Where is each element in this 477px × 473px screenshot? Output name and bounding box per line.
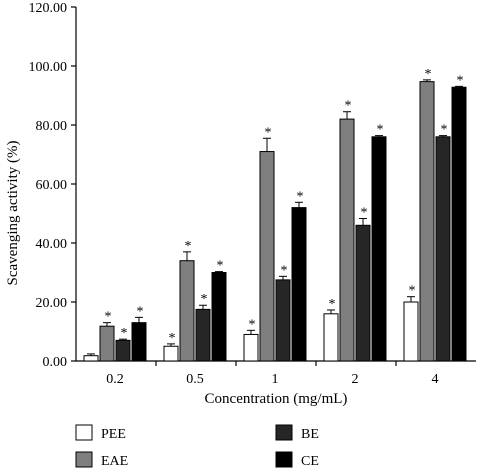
bar-ce-2	[371, 136, 387, 362]
x-tick-label: 4	[432, 372, 439, 387]
bar-be-0.2	[115, 339, 131, 362]
legend-swatch-ce	[275, 451, 293, 468]
legend-label-eae: EAE	[101, 454, 128, 469]
legend-swatch-be	[275, 424, 293, 441]
significance-marker: *	[441, 123, 448, 138]
bar-be-4	[435, 136, 451, 362]
significance-marker: *	[329, 297, 336, 312]
bar-be-2	[355, 224, 371, 362]
bars: * * * * * * * * * * * * * * * * * * *	[83, 67, 467, 362]
y-tick-label: 100.00	[29, 60, 68, 75]
significance-marker: *	[361, 206, 368, 221]
legend-label-pee: PEE	[101, 427, 126, 442]
significance-marker: *	[457, 73, 464, 88]
bar-eae-4	[419, 81, 435, 362]
x-tick-label: 0.2	[106, 372, 124, 387]
significance-marker: *	[297, 189, 304, 204]
y-tick-label: 0.00	[43, 355, 68, 370]
significance-marker: *	[425, 67, 432, 82]
significance-marker: *	[105, 310, 112, 325]
bar-ce-4	[451, 86, 467, 362]
bar-eae-0.2	[99, 325, 115, 362]
significance-marker: *	[201, 292, 208, 307]
legend-swatch-eae	[75, 451, 93, 468]
bar-pee-0.2	[83, 355, 99, 362]
significance-marker: *	[121, 326, 128, 341]
bar-ce-0.5	[211, 272, 227, 362]
y-tick-label: 40.00	[36, 237, 68, 252]
legend-swatch-pee	[75, 424, 93, 441]
bar-ce-0.2	[131, 322, 147, 362]
x-tick-label: 0.5	[186, 372, 204, 387]
significance-marker: *	[265, 125, 272, 140]
significance-marker: *	[249, 317, 256, 332]
significance-marker: *	[409, 284, 416, 299]
bar-eae-0.5	[179, 260, 195, 362]
bar-eae-2	[339, 118, 355, 362]
bar-pee-1	[243, 333, 259, 362]
x-tick-label: 2	[352, 372, 359, 387]
x-tick-label: 1	[272, 372, 279, 387]
bar-pee-0.5	[163, 345, 179, 362]
significance-marker: *	[345, 99, 352, 114]
axes: 0.00 20.00 40.00 60.00 80.00 100.00 120.00 0.2 0…	[29, 1, 476, 387]
legend-label-ce: CE	[301, 454, 319, 469]
significance-marker: *	[377, 123, 384, 138]
significance-marker: *	[137, 304, 144, 319]
y-tick-label: 60.00	[36, 178, 68, 193]
y-tick-label: 20.00	[36, 296, 68, 311]
bar-pee-4	[403, 301, 419, 362]
legend-label-be: BE	[301, 427, 319, 442]
bar-ce-1	[291, 207, 307, 362]
significance-marker: *	[281, 263, 288, 278]
significance-marker: *	[217, 259, 224, 274]
bar-be-1	[275, 279, 291, 362]
significance-marker: *	[185, 239, 192, 254]
significance-marker: *	[169, 331, 176, 346]
y-tick-label: 80.00	[36, 119, 68, 134]
y-axis-label: Scavenging activity (%)	[5, 141, 21, 286]
bar-be-0.5	[195, 308, 211, 362]
y-tick-label: 120.00	[29, 1, 68, 16]
x-axis-label: Concentration (mg/mL)	[205, 391, 348, 407]
legend: PEE EAE BE CE	[75, 424, 319, 469]
bar-pee-2	[323, 313, 339, 362]
bar-eae-1	[259, 151, 275, 362]
